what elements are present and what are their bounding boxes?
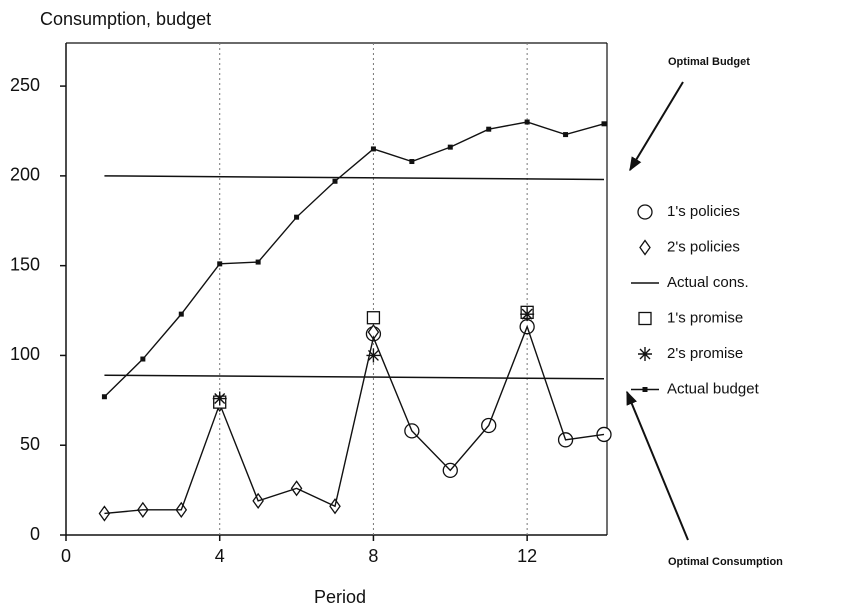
y-tick-label: 200 (10, 165, 40, 185)
chart-title: Consumption, budget (40, 9, 211, 29)
legend-swatch (638, 347, 652, 361)
annotation: Optimal Consumption (668, 556, 783, 568)
data-point (255, 259, 261, 265)
data-point (140, 356, 146, 362)
y-tick-label: 50 (20, 434, 40, 454)
legend-label: 2's policies (667, 238, 740, 255)
data-point (370, 146, 376, 152)
legend-label: 1's policies (667, 203, 740, 220)
legend-label: Actual budget (667, 380, 760, 397)
legend-label: Actual cons. (667, 274, 749, 291)
data-point (212, 391, 227, 406)
data-point (217, 261, 223, 267)
reference-line (104, 374, 605, 380)
legend-swatch (637, 204, 653, 220)
x-tick-label: 0 (61, 546, 71, 566)
arrow (626, 390, 689, 541)
legend-swatch (642, 387, 648, 392)
x-axis-title: Period (314, 587, 366, 607)
y-tick-label: 250 (10, 75, 40, 95)
data-point (409, 159, 415, 165)
data-point (294, 214, 300, 220)
y-tick-label: 150 (10, 254, 40, 274)
data-point (101, 394, 107, 400)
y-tick-label: 100 (10, 344, 40, 364)
legend-swatch (639, 239, 651, 256)
x-tick-label: 12 (517, 546, 537, 566)
data-point (563, 132, 569, 138)
legend-label: 1's promise (667, 309, 743, 326)
series-line (103, 121, 605, 398)
series-line (104, 324, 605, 515)
y-tick-label: 0 (30, 524, 40, 544)
arrow (629, 81, 684, 172)
reference-line (104, 175, 605, 181)
data-point (366, 348, 381, 363)
annotation: Optimal Budget (668, 56, 750, 68)
data-point (178, 311, 184, 317)
data-point (486, 126, 492, 132)
data-point (447, 144, 453, 150)
data-point (332, 178, 338, 184)
data-point (520, 307, 535, 322)
data-point (524, 119, 530, 125)
data-point (601, 121, 607, 127)
x-tick-label: 8 (368, 546, 378, 566)
legend-label: 2's promise (667, 345, 743, 362)
data-point (366, 311, 381, 325)
legend-swatch (638, 311, 652, 326)
x-tick-label: 4 (215, 546, 225, 566)
